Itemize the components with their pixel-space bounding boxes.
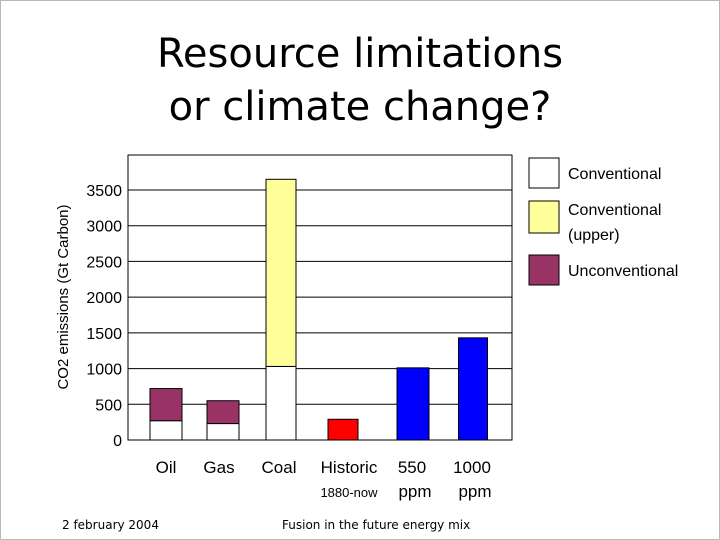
bar (149, 388, 183, 422)
y-tick-label: 1000 (86, 362, 122, 379)
x-tick-label-line2: ppm (458, 482, 491, 501)
y-tick-label: 500 (95, 397, 122, 414)
y-axis-label: CO2 emissions (Gt Carbon) (55, 204, 72, 389)
y-tick-label: 2500 (86, 254, 122, 271)
bar (149, 420, 183, 441)
slide-title-line-1: Resource limitations (156, 31, 564, 77)
y-tick-label: 3000 (86, 219, 122, 236)
x-tick-label: Oil (156, 458, 177, 477)
bar (265, 178, 297, 367)
x-tick-label: Historic (321, 458, 378, 477)
x-tick-label-line2: 1880-now (320, 485, 378, 500)
y-tick-label: 3500 (86, 183, 122, 200)
legend-swatch (528, 200, 560, 234)
x-tick-label: 1000 (453, 458, 491, 477)
footer-date: 2 february 2004 (62, 518, 159, 532)
legend-swatch (528, 254, 560, 286)
legend-label: Conventional (568, 202, 661, 219)
footer-center: Fusion in the future energy mix (282, 518, 471, 532)
y-tick-label: 2000 (86, 290, 122, 307)
slide-title-line-2: or climate change? (168, 84, 552, 130)
bar (458, 337, 488, 441)
legend-label: Conventional (568, 166, 661, 183)
x-tick-label: Coal (262, 458, 297, 477)
bar (206, 400, 240, 425)
x-tick-label: 550 (398, 458, 426, 477)
bar (265, 365, 297, 441)
legend-label: Unconventional (568, 263, 678, 280)
x-tick-label: Gas (203, 458, 234, 477)
bar (396, 367, 430, 441)
bar (206, 423, 240, 441)
legend-label-line2: (upper) (568, 227, 620, 244)
legend-swatch (528, 157, 560, 189)
y-tick-label: 0 (113, 433, 122, 450)
bar (327, 418, 359, 441)
x-tick-label-line2: ppm (398, 482, 431, 501)
y-tick-label: 1500 (86, 326, 122, 343)
